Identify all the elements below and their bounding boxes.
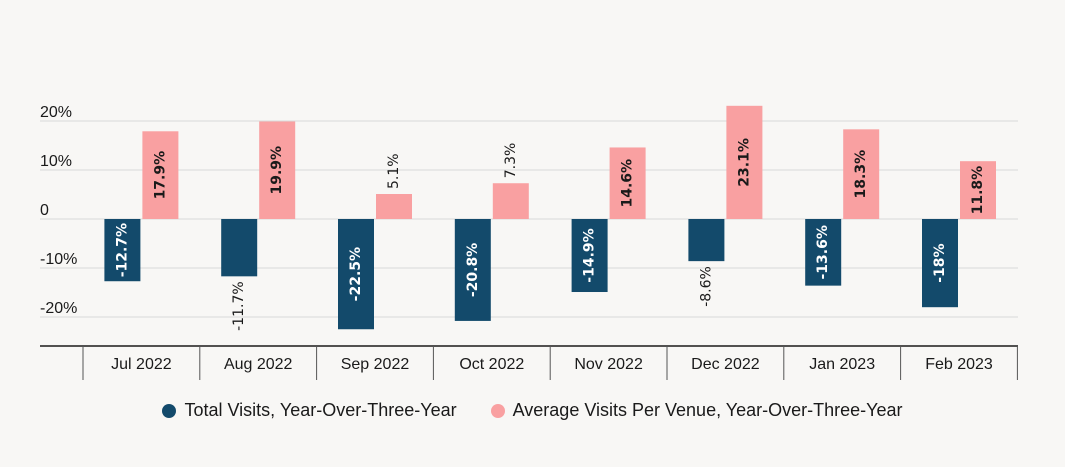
y-tick-label: 20% (40, 104, 72, 121)
data-label: -22.5% (348, 247, 364, 301)
data-label: -8.6% (698, 266, 714, 307)
bar-total-visits (688, 219, 725, 262)
y-tick-label: -20% (40, 300, 77, 317)
bar-avg-visits (259, 121, 296, 219)
y-tick-label: 0 (40, 202, 49, 219)
bar-avg-visits (843, 129, 880, 219)
bar-total-visits (221, 219, 258, 277)
x-tick-label: Dec 2022 (691, 356, 760, 373)
data-label: 18.3% (853, 150, 869, 199)
data-label: 17.9% (152, 151, 168, 200)
legend-label-total-visits: Total Visits, Year-Over-Three-Year (184, 400, 457, 420)
data-label: 14.6% (620, 159, 636, 208)
bar-avg-visits (726, 105, 763, 219)
bars (104, 105, 996, 330)
data-label: 7.3% (503, 143, 519, 179)
legend-item-total-visits: Total Visits, Year-Over-Three-Year (162, 400, 457, 421)
data-label: -11.7% (231, 281, 247, 331)
data-label: 5.1% (386, 153, 402, 189)
data-label: 19.9% (269, 146, 285, 195)
bar-total-visits (338, 219, 374, 330)
legend-marker-total-visits (162, 403, 177, 418)
data-label: 11.8% (970, 166, 986, 215)
data-label: -20.8% (465, 243, 481, 297)
y-tick-label: -10% (40, 251, 77, 268)
bar-avg-visits (142, 131, 179, 219)
x-tick-label: Aug 2022 (224, 356, 293, 373)
x-tick-label: Sep 2022 (341, 356, 410, 373)
bar-avg-visits (960, 161, 996, 219)
data-label: -12.7% (114, 223, 130, 277)
x-tick-label: Feb 2023 (925, 356, 993, 373)
x-tick-label: Jan 2023 (809, 356, 875, 373)
x-axis: Jul 2022 Aug 2022 Sep 2022 Oct 2022 Nov 2022… (40, 345, 1018, 380)
bar-total-visits (571, 219, 608, 293)
bar-total-visits (454, 219, 491, 321)
bar-avg-visits (609, 147, 646, 219)
x-tick-label: Nov 2022 (574, 356, 643, 373)
legend-item-avg-visits: Average Visits Per Venue, Year-Over-Thre… (490, 400, 903, 421)
x-tick-label: Oct 2022 (459, 356, 524, 373)
bar-total-visits (104, 219, 141, 282)
bar-avg-visits (492, 183, 529, 219)
legend-marker-avg-visits (490, 403, 505, 418)
y-axis-ticks: 20% 10% 0 -10% -20% (40, 104, 77, 317)
data-label: -18% (932, 243, 948, 282)
bar-total-visits (805, 219, 842, 286)
x-tick-label: Jul 2022 (111, 356, 172, 373)
data-label: 23.1% (736, 138, 752, 187)
data-label: -13.6% (815, 225, 831, 279)
bar-total-visits (922, 219, 958, 308)
legend: Total Visits, Year-Over-Three-Year Avera… (0, 400, 1065, 421)
y-tick-label: 10% (40, 153, 72, 170)
bar-avg-visits (376, 194, 412, 219)
data-label: -14.9% (582, 228, 598, 282)
data-labels: -12.7% 17.9% -11.7% 19.9% -22.5% 5.1% -20.8% 7.… (114, 138, 986, 331)
bar-chart: 20% 10% 0 -10% -20% -12.7% 17.9% -11.7% 19.9% -2… (40, 104, 1018, 380)
legend-label-avg-visits: Average Visits Per Venue, Year-Over-Thre… (512, 400, 903, 420)
